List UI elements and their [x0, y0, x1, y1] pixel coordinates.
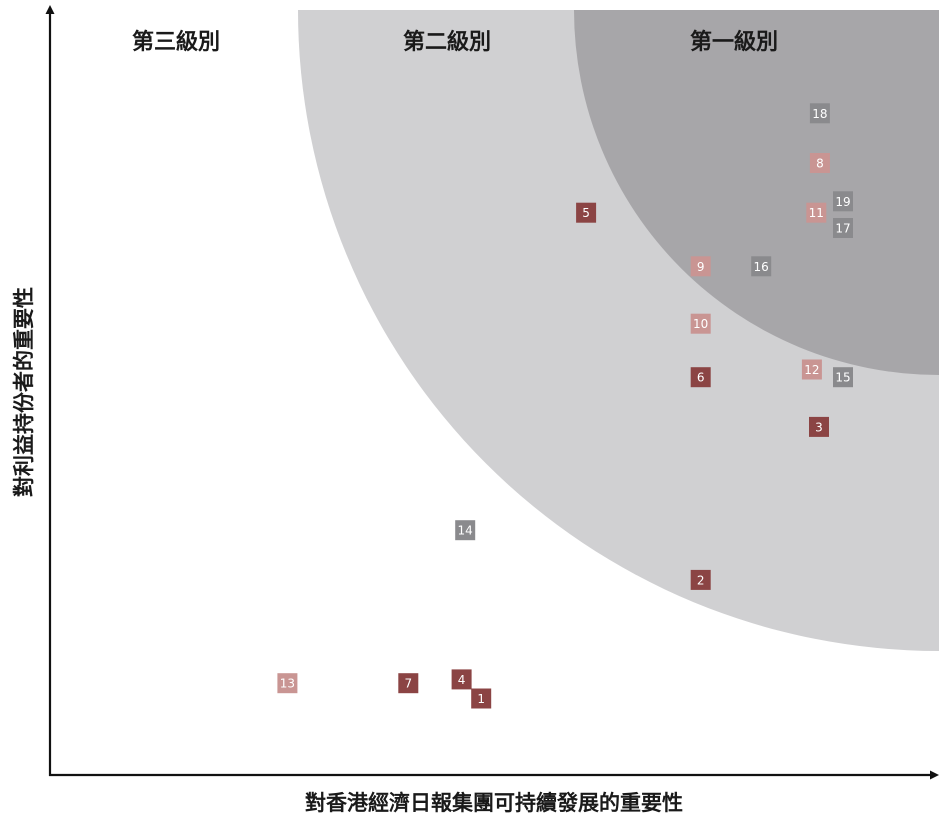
point-5: 5	[576, 202, 597, 223]
point-17: 17	[833, 218, 853, 238]
point-marker	[455, 520, 476, 541]
y-axis-arrow-icon	[45, 5, 55, 14]
point-marker	[833, 367, 853, 388]
point-label: 11	[809, 206, 824, 220]
point-label: 13	[280, 677, 295, 691]
point-3: 3	[809, 416, 829, 437]
point-marker	[809, 416, 829, 437]
point-14: 14	[455, 520, 476, 541]
point-label: 3	[815, 420, 823, 434]
point-marker	[806, 202, 827, 223]
point-label: 4	[458, 673, 466, 687]
point-marker	[398, 673, 419, 694]
point-label: 7	[404, 677, 412, 691]
point-marker	[833, 218, 853, 238]
point-marker	[277, 673, 298, 694]
point-13: 13	[277, 673, 298, 694]
point-marker	[690, 256, 711, 277]
point-marker	[809, 103, 830, 124]
point-marker	[471, 688, 492, 709]
point-label: 14	[458, 524, 473, 538]
point-16: 16	[751, 256, 772, 277]
point-label: 12	[804, 363, 819, 377]
zone-second-level-label: 第二級別	[403, 29, 491, 55]
point-1: 1	[471, 688, 492, 709]
zone-first-level-region	[574, 10, 939, 375]
zone-third-level-label: 第三級別	[132, 29, 220, 55]
point-2: 2	[690, 569, 711, 590]
point-marker	[690, 313, 711, 334]
point-marker	[801, 359, 822, 380]
point-label: 18	[812, 107, 827, 121]
x-axis-arrow-icon	[930, 770, 939, 780]
point-label: 15	[835, 371, 850, 385]
point-marker	[576, 202, 597, 223]
point-9: 9	[690, 256, 711, 277]
point-label: 17	[835, 222, 850, 236]
point-marker	[451, 669, 472, 690]
point-label: 10	[693, 317, 708, 331]
point-10: 10	[690, 313, 711, 334]
point-11: 11	[806, 202, 827, 223]
point-4: 4	[451, 669, 472, 690]
point-label: 6	[697, 371, 705, 385]
point-label: 19	[835, 195, 850, 209]
point-marker	[809, 153, 830, 173]
point-marker	[751, 256, 772, 277]
point-label: 16	[754, 260, 769, 274]
point-18: 18	[809, 103, 830, 124]
zone-first-level-label: 第一級別	[690, 29, 778, 55]
point-6: 6	[690, 367, 711, 388]
point-marker	[690, 367, 711, 388]
point-label: 9	[697, 260, 705, 274]
zone-regions	[298, 10, 939, 651]
y-axis-title: 對利益持份者的重要性	[12, 287, 36, 497]
point-8: 8	[809, 153, 830, 173]
point-marker	[690, 569, 711, 590]
point-label: 2	[697, 573, 705, 587]
point-7: 7	[398, 673, 419, 694]
point-marker	[833, 191, 853, 212]
axes	[45, 5, 939, 780]
point-label: 5	[582, 206, 590, 220]
x-axis-title: 對香港經濟日報集團可持續發展的重要性	[305, 791, 683, 815]
point-label: 8	[816, 157, 824, 171]
point-12: 12	[801, 359, 822, 380]
point-label: 1	[477, 692, 485, 706]
point-15: 15	[833, 367, 853, 388]
point-19: 19	[833, 191, 853, 212]
